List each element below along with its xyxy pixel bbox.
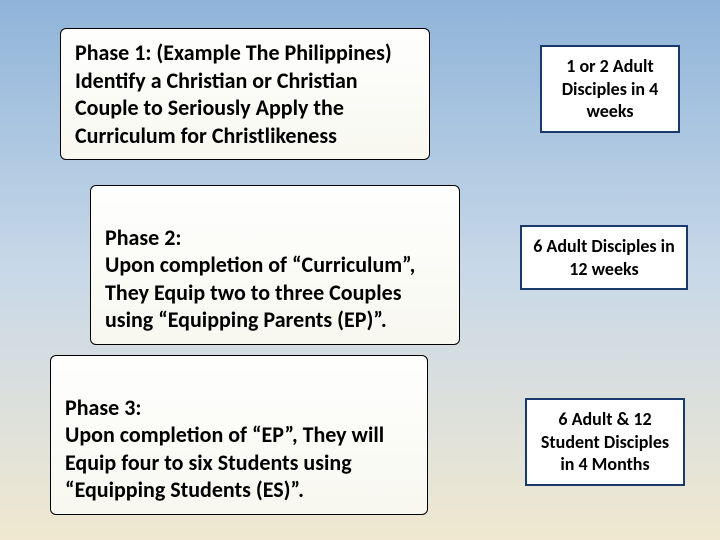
- phase-3-box: Phase 3: Upon completion of “EP”, They w…: [50, 355, 428, 515]
- result-2-box: 6 Adult Disciples in 12 weeks: [520, 225, 688, 290]
- phase-1-text: Phase 1: (Example The Philippines) Ident…: [75, 39, 392, 149]
- phase-2-text: Phase 2: Upon completion of “Curriculum”…: [105, 224, 415, 334]
- result-1-text: 1 or 2 Adult Disciples in 4 weeks: [562, 55, 659, 122]
- phase-3-text: Phase 3: Upon completion of “EP”, They w…: [65, 394, 384, 504]
- phase-2-box: Phase 2: Upon completion of “Curriculum”…: [90, 185, 460, 345]
- result-3-text: 6 Adult & 12 Student Disciples in 4 Mont…: [541, 408, 669, 475]
- result-3-box: 6 Adult & 12 Student Disciples in 4 Mont…: [525, 398, 685, 486]
- result-2-text: 6 Adult Disciples in 12 weeks: [533, 235, 675, 280]
- phase-1-box: Phase 1: (Example The Philippines) Ident…: [60, 28, 430, 160]
- result-1-box: 1 or 2 Adult Disciples in 4 weeks: [540, 45, 680, 133]
